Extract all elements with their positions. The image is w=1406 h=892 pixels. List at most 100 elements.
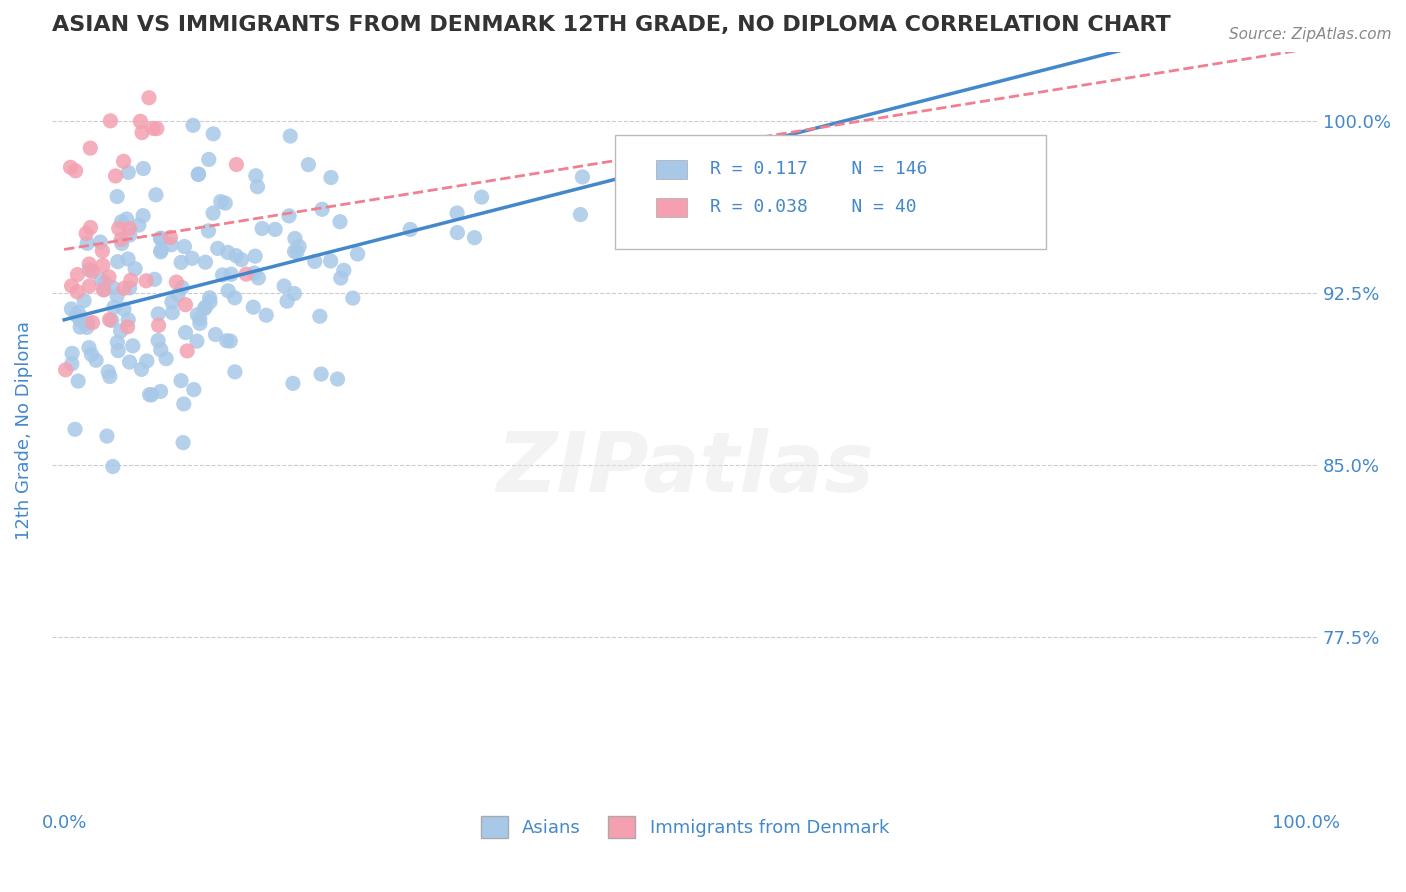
Point bbox=[97, 365, 120, 379]
Point bbox=[160, 295, 183, 310]
Point bbox=[217, 245, 239, 260]
Point bbox=[69, 320, 91, 334]
Point bbox=[141, 388, 163, 402]
Point bbox=[202, 127, 225, 141]
Point bbox=[224, 365, 246, 379]
FancyBboxPatch shape bbox=[616, 135, 1046, 249]
Point bbox=[101, 459, 124, 474]
Point bbox=[194, 255, 217, 269]
Point bbox=[197, 224, 219, 238]
Point bbox=[104, 169, 127, 183]
Point bbox=[342, 291, 364, 305]
Point bbox=[110, 324, 132, 338]
Text: ASIAN VS IMMIGRANTS FROM DENMARK 12TH GRADE, NO DIPLOMA CORRELATION CHART: ASIAN VS IMMIGRANTS FROM DENMARK 12TH GR… bbox=[52, 15, 1171, 35]
Point bbox=[319, 170, 342, 185]
Point bbox=[471, 190, 494, 204]
Point bbox=[329, 271, 352, 285]
Point bbox=[131, 362, 153, 376]
Point bbox=[60, 301, 83, 316]
Point bbox=[193, 301, 215, 316]
Point bbox=[91, 259, 114, 273]
Point bbox=[132, 161, 155, 176]
Point bbox=[284, 231, 307, 245]
Point bbox=[98, 312, 121, 326]
Point bbox=[165, 275, 187, 289]
Point bbox=[276, 294, 298, 309]
Point bbox=[174, 326, 197, 340]
Point bbox=[155, 351, 177, 366]
Point bbox=[60, 346, 83, 360]
Point bbox=[128, 218, 150, 232]
Point bbox=[60, 357, 83, 371]
Point bbox=[162, 306, 184, 320]
Point bbox=[120, 273, 142, 287]
Point bbox=[225, 157, 247, 171]
Point bbox=[149, 384, 172, 399]
Point bbox=[89, 235, 111, 249]
Point bbox=[124, 261, 146, 276]
Point bbox=[247, 271, 270, 285]
Point bbox=[194, 300, 217, 314]
Point bbox=[111, 236, 134, 251]
Point bbox=[110, 215, 132, 229]
Point bbox=[60, 279, 83, 293]
Point bbox=[186, 308, 208, 322]
Point bbox=[288, 239, 311, 253]
Point bbox=[142, 121, 165, 136]
Point bbox=[329, 215, 352, 229]
Point bbox=[250, 221, 273, 235]
Point bbox=[285, 244, 308, 259]
Point bbox=[571, 169, 593, 184]
Point bbox=[186, 334, 208, 349]
Point bbox=[304, 254, 326, 268]
Point bbox=[273, 279, 295, 293]
Point bbox=[309, 367, 332, 381]
Text: ZIPatlas: ZIPatlas bbox=[496, 428, 875, 508]
Point bbox=[84, 353, 107, 368]
Point bbox=[183, 383, 205, 397]
Point bbox=[181, 252, 204, 266]
Point bbox=[167, 287, 190, 301]
Point bbox=[224, 291, 246, 305]
Point bbox=[112, 281, 135, 295]
Point bbox=[118, 281, 141, 295]
FancyBboxPatch shape bbox=[655, 198, 688, 217]
Point bbox=[80, 264, 103, 278]
Point bbox=[79, 220, 101, 235]
Point bbox=[65, 309, 87, 323]
Point bbox=[91, 244, 114, 258]
Point bbox=[118, 355, 141, 369]
Point bbox=[82, 316, 104, 330]
Point bbox=[149, 231, 172, 245]
Point bbox=[100, 113, 122, 128]
Point bbox=[103, 300, 125, 314]
Point bbox=[297, 158, 319, 172]
Point bbox=[117, 319, 139, 334]
Point bbox=[132, 209, 155, 223]
Point bbox=[138, 91, 160, 105]
Point bbox=[105, 289, 128, 303]
Point bbox=[59, 161, 82, 175]
Point bbox=[170, 374, 193, 388]
Point bbox=[107, 221, 129, 235]
Point bbox=[112, 302, 135, 317]
Point bbox=[149, 343, 172, 357]
Point bbox=[65, 164, 87, 178]
Point bbox=[211, 268, 233, 282]
Point bbox=[105, 335, 128, 350]
Point bbox=[197, 153, 219, 167]
Point bbox=[101, 281, 124, 295]
Point bbox=[100, 313, 122, 327]
Point bbox=[187, 168, 209, 182]
Point bbox=[67, 374, 90, 388]
Point bbox=[308, 310, 330, 324]
Point bbox=[107, 343, 129, 358]
Point bbox=[55, 363, 77, 377]
Point bbox=[217, 284, 239, 298]
FancyBboxPatch shape bbox=[655, 160, 688, 178]
Point bbox=[149, 231, 172, 245]
Point bbox=[215, 334, 238, 348]
Point bbox=[76, 236, 98, 251]
Point bbox=[188, 311, 211, 326]
Point bbox=[118, 227, 141, 242]
